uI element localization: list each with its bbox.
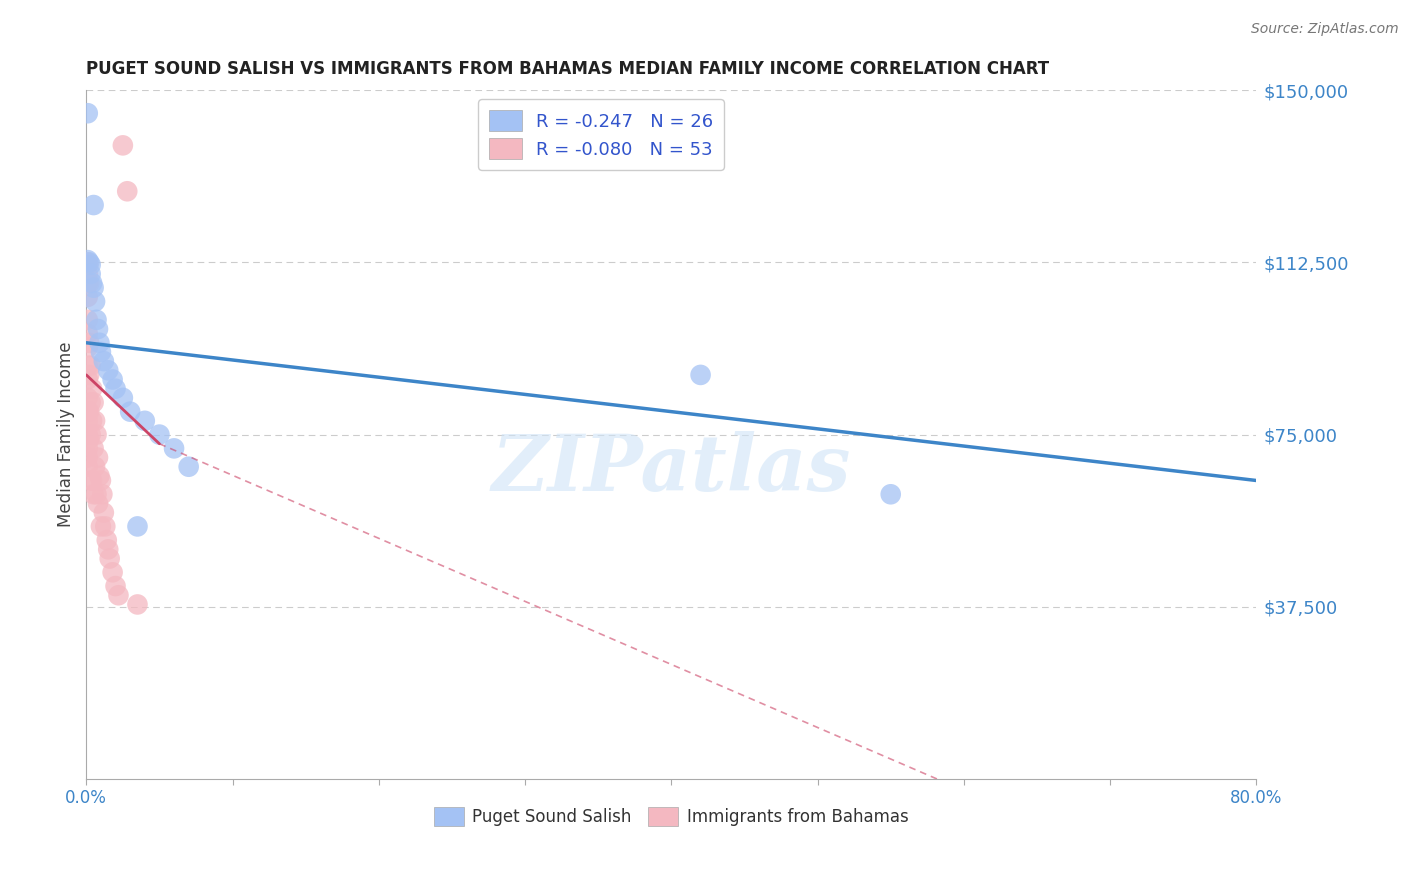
Point [87,450,110,465]
Point [104,579,127,593]
Point [97,363,120,377]
Point [104,382,127,396]
Point [90,474,112,488]
Point [76,450,98,465]
Point [76,372,98,386]
Point [83,281,105,295]
Point [82,414,104,428]
Point [76,427,98,442]
Point [177,459,200,474]
Point [76,404,98,418]
Point [84,459,107,474]
Point [86,487,108,501]
Y-axis label: Median Family Income: Median Family Income [58,342,75,527]
Point [79,359,101,373]
Point [111,138,134,153]
Point [97,542,120,557]
Point [82,474,104,488]
Point [107,588,129,602]
Point [98,551,121,566]
Point [84,294,107,309]
Point [163,442,186,456]
Point [87,322,110,336]
Point [89,469,111,483]
Point [94,519,117,533]
Point [77,404,100,418]
Point [76,326,98,341]
Text: Source: ZipAtlas.com: Source: ZipAtlas.com [1251,22,1399,37]
Legend: Puget Sound Salish, Immigrants from Bahamas: Puget Sound Salish, Immigrants from Baha… [427,800,915,832]
Point [93,506,115,520]
Point [76,255,98,269]
Point [89,335,111,350]
Point [127,598,149,612]
Point [79,474,101,488]
Point [83,395,105,409]
Point [96,533,118,548]
Point [76,459,98,474]
Point [79,395,101,409]
Point [86,427,108,442]
Point [77,335,100,350]
Point [76,442,98,456]
Point [76,106,98,120]
Point [148,427,170,442]
Point [127,519,149,533]
Point [79,267,101,281]
Point [82,382,104,396]
Point [76,391,98,405]
Point [90,519,112,533]
Text: ZIPatlas: ZIPatlas [492,431,851,508]
Point [93,354,115,368]
Point [77,255,100,269]
Point [101,566,124,580]
Point [79,258,101,272]
Point [76,340,98,354]
Point [77,432,100,446]
Point [120,404,142,418]
Point [76,313,98,327]
Point [76,414,98,428]
Point [84,414,107,428]
Point [77,276,100,290]
Point [134,414,156,428]
Text: PUGET SOUND SALISH VS IMMIGRANTS FROM BAHAMAS MEDIAN FAMILY INCOME CORRELATION C: PUGET SOUND SALISH VS IMMIGRANTS FROM BA… [86,60,1049,78]
Point [76,359,98,373]
Point [87,496,110,510]
Point [76,290,98,304]
Point [117,184,139,198]
Point [79,427,101,442]
Point [76,276,98,290]
Point [82,276,104,290]
Point [101,372,124,386]
Point [86,313,108,327]
Point [111,391,134,405]
Point [76,267,98,281]
Point [83,198,105,212]
Point [880,487,903,501]
Point [91,487,114,501]
Point [76,253,98,268]
Point [76,258,98,272]
Point [77,368,100,382]
Point [90,345,112,359]
Point [689,368,711,382]
Point [83,487,105,501]
Point [83,442,105,456]
